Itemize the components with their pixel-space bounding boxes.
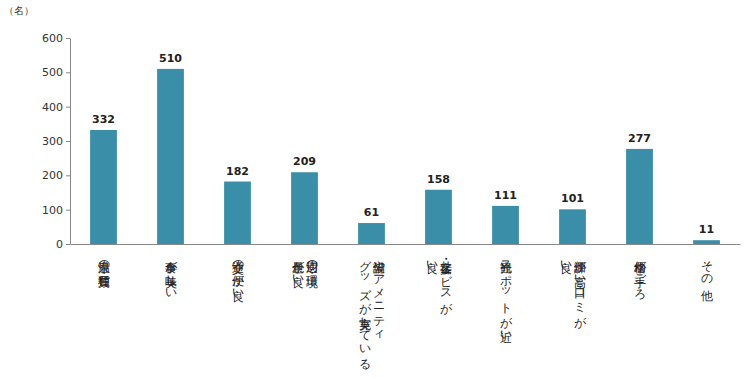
data-label: 61 bbox=[364, 206, 379, 219]
bar bbox=[559, 209, 586, 244]
axis-line bbox=[71, 244, 741, 245]
bar bbox=[425, 190, 452, 244]
data-label: 158 bbox=[427, 173, 450, 186]
tick-mark bbox=[66, 244, 70, 245]
bar bbox=[224, 182, 251, 244]
data-label: 111 bbox=[494, 189, 517, 202]
tick-mark bbox=[66, 107, 70, 108]
tick-mark bbox=[66, 141, 70, 142]
tick-label: 周辺の環境・景色が良い bbox=[291, 252, 319, 289]
tick-label: 接客・サービスが良い bbox=[425, 252, 453, 315]
tick: 温泉の質・種類 bbox=[97, 244, 111, 289]
data-label: 332 bbox=[92, 113, 115, 126]
bar bbox=[626, 149, 653, 244]
tick-label: 100 bbox=[42, 204, 63, 217]
data-label: 11 bbox=[699, 223, 714, 236]
data-label: 101 bbox=[561, 192, 584, 205]
bar bbox=[492, 206, 519, 244]
tick-mark bbox=[66, 175, 70, 176]
tick: 300 bbox=[42, 135, 70, 148]
tick: 食事が美味しい bbox=[164, 244, 178, 297]
tick: 観光スポットが近い bbox=[499, 244, 513, 344]
axis-title: （名） bbox=[4, 5, 34, 16]
tick: 接客・サービスが良い bbox=[425, 244, 453, 315]
bar bbox=[358, 223, 385, 244]
tick-label: 0 bbox=[56, 238, 63, 251]
bars bbox=[90, 69, 720, 244]
tick: その他 bbox=[700, 244, 714, 302]
tick-label: 200 bbox=[42, 169, 63, 182]
tick-label: 評価が高い・口コミが良い bbox=[559, 252, 587, 329]
tick: 交通の便が良い bbox=[231, 244, 245, 303]
tick-label: 300 bbox=[42, 135, 63, 148]
data-label: 277 bbox=[628, 132, 651, 145]
tick-label: 400 bbox=[42, 101, 63, 114]
tick-label: 食事が美味しい bbox=[164, 252, 178, 297]
bar bbox=[90, 130, 117, 244]
tick-label: その他 bbox=[700, 252, 714, 302]
tick-mark bbox=[66, 38, 70, 39]
tick-label: 500 bbox=[42, 66, 63, 79]
data-labels: 332 510 182 209 61 158 111 101 277 11 bbox=[92, 52, 714, 236]
tick: 100 bbox=[42, 204, 70, 217]
tick-label: 観光スポットが近い bbox=[499, 252, 513, 344]
tick: 200 bbox=[42, 169, 70, 182]
chart: （名） 332 510 182 209 61 158 111 101 277 11 0 100 200 30… bbox=[0, 0, 756, 378]
tick: 評価が高い・口コミが良い bbox=[559, 244, 587, 329]
bar bbox=[157, 69, 184, 244]
tick: 400 bbox=[42, 101, 70, 114]
tick-label: 600 bbox=[42, 32, 63, 45]
tick: 600 bbox=[42, 32, 70, 45]
tick-mark bbox=[66, 210, 70, 211]
data-label: 182 bbox=[226, 165, 249, 178]
axis-line bbox=[70, 39, 71, 245]
tick-label: 温泉の質・種類 bbox=[97, 252, 111, 289]
data-label: 209 bbox=[293, 155, 316, 168]
x-axis: 温泉の質・種類 食事が美味しい 交通の便が良い 周辺の環境・景色が良い 設備やアメニティ… bbox=[71, 244, 741, 370]
tick: 0 bbox=[56, 238, 70, 251]
tick: 設備やアメニティグッズが充実している bbox=[358, 244, 386, 370]
tick: 周辺の環境・景色が良い bbox=[291, 244, 319, 289]
tick-label: 価格が手ごろ bbox=[633, 252, 647, 300]
bar bbox=[291, 172, 318, 244]
tick: 500 bbox=[42, 66, 70, 79]
tick-label: 交通の便が良い bbox=[231, 252, 245, 303]
tick-label: 設備やアメニティグッズが充実している bbox=[358, 252, 386, 370]
y-axis: 0 100 200 300 400 500 600 bbox=[42, 32, 71, 251]
tick: 価格が手ごろ bbox=[633, 244, 647, 300]
bar bbox=[693, 240, 720, 244]
tick-mark bbox=[66, 72, 70, 73]
data-label: 510 bbox=[159, 52, 182, 65]
